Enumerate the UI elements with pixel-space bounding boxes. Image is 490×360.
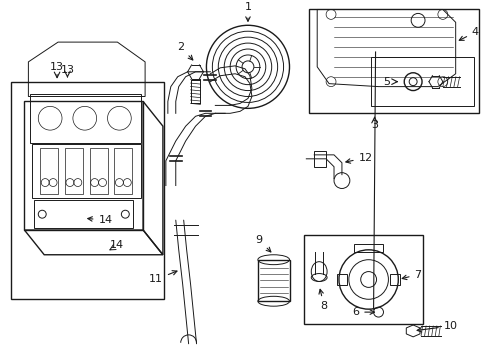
Bar <box>34 201 133 228</box>
Bar <box>90 148 107 194</box>
Bar <box>309 9 479 113</box>
Text: 9: 9 <box>255 235 271 252</box>
Bar <box>314 151 326 167</box>
Text: 12: 12 <box>346 153 373 163</box>
Text: 8: 8 <box>319 289 328 311</box>
Bar <box>32 144 141 198</box>
Text: 3: 3 <box>371 120 378 130</box>
Bar <box>354 244 384 252</box>
Bar <box>40 148 58 194</box>
Text: 6: 6 <box>352 307 374 317</box>
Text: 14: 14 <box>109 240 123 250</box>
Bar <box>391 274 400 285</box>
Bar <box>115 148 132 194</box>
Bar <box>337 274 347 285</box>
Text: 14: 14 <box>88 215 113 225</box>
Text: 5: 5 <box>383 77 390 87</box>
Bar <box>65 148 83 194</box>
Bar <box>11 82 164 299</box>
Text: 4: 4 <box>459 27 479 40</box>
Text: 13: 13 <box>60 65 74 75</box>
Bar <box>370 57 474 107</box>
Bar <box>258 260 290 301</box>
Text: 13: 13 <box>50 62 64 72</box>
Text: 10: 10 <box>417 321 458 332</box>
Text: 2: 2 <box>177 42 193 60</box>
Bar <box>304 235 423 324</box>
Text: 1: 1 <box>245 3 251 21</box>
Text: 11: 11 <box>149 271 177 284</box>
Text: 7: 7 <box>402 270 422 280</box>
Bar <box>30 94 141 143</box>
